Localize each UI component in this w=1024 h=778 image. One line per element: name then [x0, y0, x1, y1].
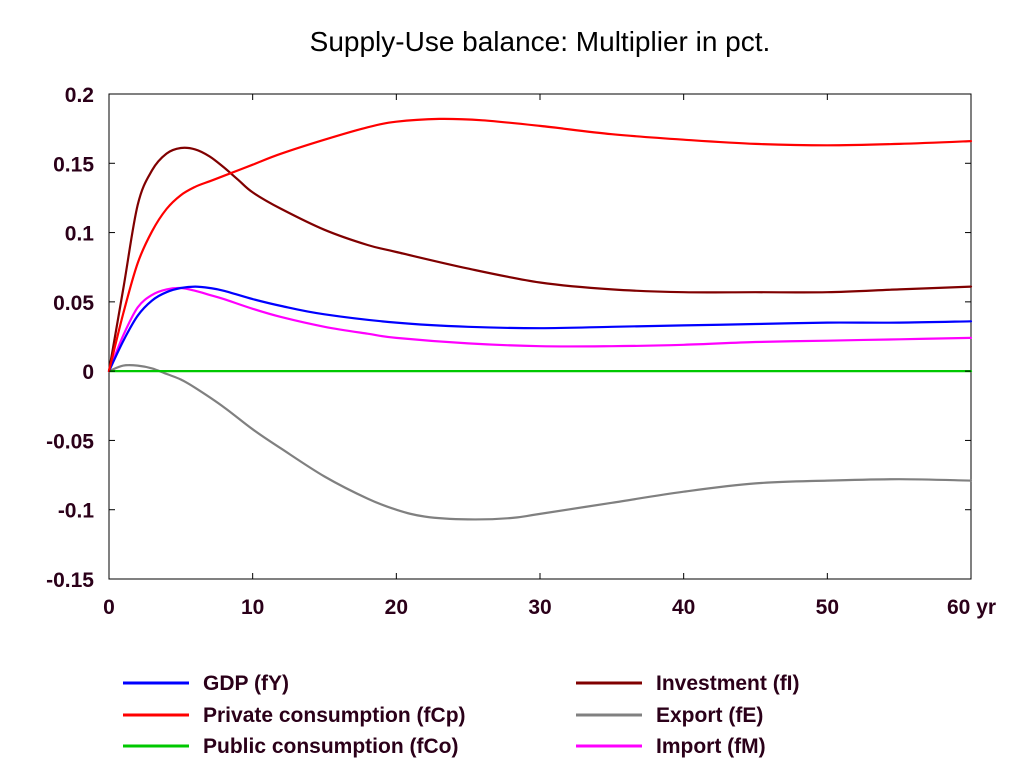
- legend-label: GDP (fY): [203, 672, 289, 695]
- y-tick-label: -0.1: [58, 500, 95, 523]
- legend-label: Public consumption (fCo): [203, 735, 458, 758]
- series-line-0: [107, 285, 973, 373]
- y-tick-label: 0.05: [53, 292, 94, 315]
- series-line-5: [107, 286, 973, 373]
- series-lines: [107, 117, 973, 521]
- legend-item: Public consumption (fCo): [123, 735, 458, 758]
- legend-item: Investment (fI): [576, 672, 800, 695]
- x-tick-label: 40: [672, 596, 695, 619]
- x-tick-label: 60 yr: [947, 596, 996, 619]
- series-line-1: [107, 117, 973, 373]
- x-tick-label: 10: [241, 596, 264, 619]
- y-tick-label: -0.15: [46, 569, 94, 592]
- y-tick-label: 0.1: [65, 223, 95, 246]
- legend-item: GDP (fY): [123, 672, 289, 695]
- plot-frame: [108, 93, 972, 580]
- plot-area: [108, 93, 972, 580]
- x-tick-label: 30: [528, 596, 551, 619]
- y-tick-label: 0.2: [65, 84, 94, 107]
- y-tick-label: 0.15: [53, 153, 94, 176]
- x-tick-label: 50: [816, 596, 839, 619]
- legend-label: Export (fE): [656, 704, 763, 727]
- legend-item: Import (fM): [576, 735, 766, 758]
- legend: GDP (fY) Private consumption (fCp) Public …: [123, 672, 800, 758]
- legend-label: Investment (fI): [656, 672, 800, 695]
- legend-item: Private consumption (fCp): [123, 704, 466, 727]
- y-tick-label: -0.05: [46, 430, 94, 453]
- y-tick-label: 0: [82, 361, 94, 384]
- series-line-4: [107, 363, 973, 521]
- legend-label: Private consumption (fCp): [203, 704, 466, 727]
- legend-item: Export (fE): [576, 704, 763, 727]
- x-tick-label: 0: [103, 596, 115, 619]
- x-tick-label: 20: [385, 596, 408, 619]
- axes: 0.2 0.15 0.1 0.05 0 -0.05 -0.1 -0.15 0 10 20 30 40 50…: [46, 84, 996, 619]
- chart-title: Supply-Use balance: Multiplier in pct.: [310, 26, 771, 57]
- legend-label: Import (fM): [656, 735, 766, 758]
- series-line-3: [107, 146, 973, 373]
